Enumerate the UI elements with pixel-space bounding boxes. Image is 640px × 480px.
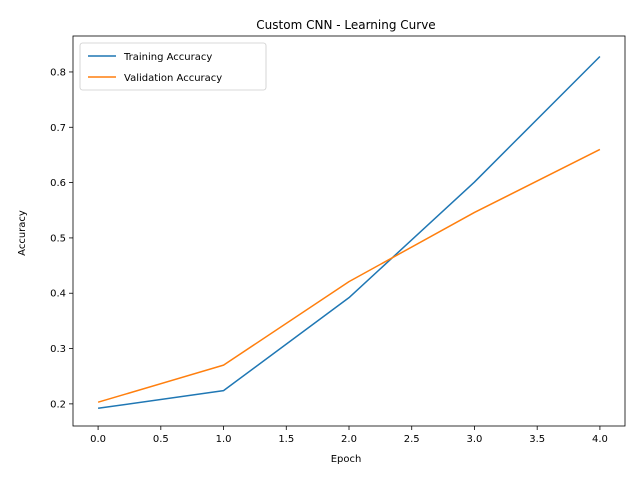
y-tick-label: 0.4 [50,289,66,300]
y-axis: 0.2 0.3 0.4 0.5 0.6 0.7 0.8 [50,67,73,410]
chart-title: Custom CNN - Learning Curve [256,18,435,32]
x-tick-label: 4.0 [592,434,608,445]
x-tick-label: 3.5 [529,434,545,445]
series-lines [97,55,601,410]
x-tick-label: 1.5 [278,434,294,445]
x-tick-label: 3.0 [467,434,483,445]
legend-box [79,42,267,91]
x-axis-label: Epoch [331,454,362,465]
legend-label: Validation Accuracy [124,73,222,84]
series-line-2 [97,148,601,403]
x-axis: 0.0 0.5 1.0 1.5 2.0 2.5 3.0 3.5 4.0 [90,426,608,445]
y-tick-label: 0.5 [50,233,66,244]
x-tick-label: 2.5 [404,434,420,445]
x-tick-label: 0.0 [90,434,106,445]
series-line-1 [97,55,601,410]
x-tick-label: 2.0 [341,434,357,445]
y-tick-label: 0.3 [50,344,66,355]
x-tick-label: 0.5 [153,434,169,445]
y-tick-label: 0.2 [50,399,66,410]
axes-frame [72,35,626,427]
y-tick-label: 0.8 [50,67,66,78]
legend: Training Accuracy Validation Accuracy [79,42,267,91]
y-axis-label: Accuracy [17,210,28,256]
x-tick-label: 1.0 [216,434,232,445]
legend-label: Training Accuracy [123,52,212,63]
y-tick-label: 0.6 [50,178,66,189]
y-tick-label: 0.7 [50,123,66,134]
